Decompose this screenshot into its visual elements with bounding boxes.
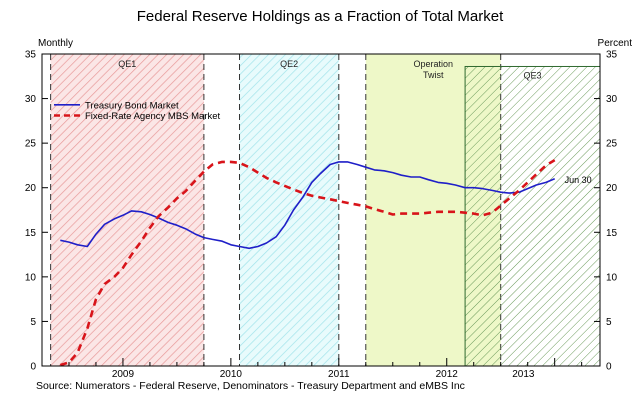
end-date-label: Jun 30 (565, 175, 592, 185)
y-tick-label-left: 5 (30, 317, 36, 328)
region-label: QE1 (118, 59, 136, 69)
region-label: QE3 (524, 70, 542, 80)
y-tick-label-left: 15 (25, 228, 37, 239)
y-tick-label-right: 0 (606, 362, 612, 373)
left-axis-unit: Monthly (38, 38, 74, 49)
y-tick-label-left: 25 (25, 139, 37, 150)
x-tick-label: 2009 (112, 369, 135, 380)
y-tick-label-left: 30 (25, 94, 37, 105)
legend-label: Fixed-Rate Agency MBS Market (85, 111, 221, 122)
x-tick-label: 2013 (512, 369, 535, 380)
y-tick-label-left: 20 (25, 183, 37, 194)
x-tick-label: 2012 (436, 369, 459, 380)
plot-frame (41, 53, 601, 367)
y-tick-label-left: 0 (30, 362, 36, 373)
x-tick-label: 2010 (220, 369, 243, 380)
legend-label: Treasury Bond Market (85, 100, 179, 111)
y-tick-label-right: 5 (606, 317, 612, 328)
region-qe1 (50, 54, 204, 366)
region-qe2 (239, 54, 339, 366)
region-label: QE2 (280, 59, 298, 69)
y-tick-label-right: 15 (606, 228, 618, 239)
y-tick-label-left: 10 (25, 272, 37, 283)
region-label: Operation Twist (413, 59, 453, 80)
y-tick-label-right: 30 (606, 94, 618, 105)
x-tick-label: 2011 (328, 369, 350, 380)
series-line-treasury (60, 161, 556, 250)
y-tick-label-right: 10 (606, 272, 618, 283)
y-tick-label-right: 20 (606, 183, 618, 194)
region-qe3 (464, 65, 601, 367)
y-tick-label-left: 35 (25, 50, 37, 61)
y-tick-label-right: 35 (606, 50, 618, 61)
source-note: Source: Numerators - Federal Reserve, De… (36, 380, 465, 392)
series-line-mbs (59, 158, 556, 367)
chart-title: Federal Reserve Holdings as a Fraction o… (136, 8, 504, 25)
y-tick-label-right: 25 (606, 139, 618, 150)
right-axis-unit: Percent (597, 38, 632, 49)
